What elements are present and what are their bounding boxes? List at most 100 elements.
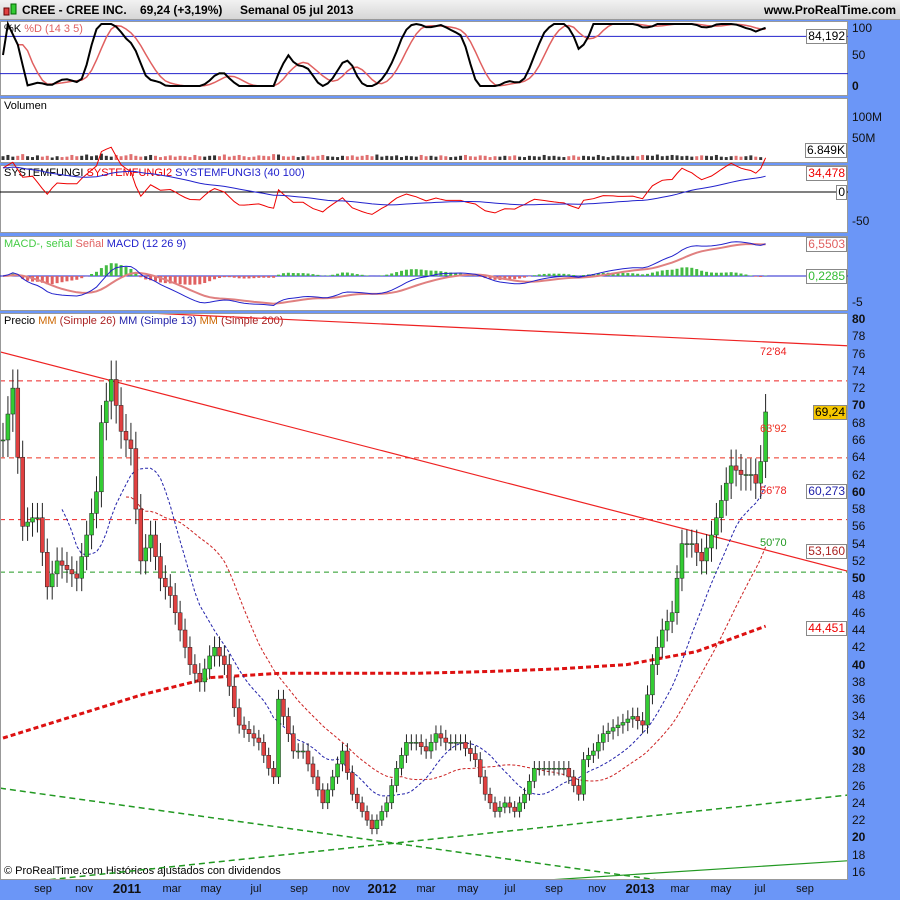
- candle-body: [655, 647, 660, 665]
- volume-bar: [11, 156, 15, 160]
- candle-body: [35, 517, 40, 519]
- candle-body: [625, 718, 631, 723]
- candle-body: [394, 768, 399, 786]
- candle-body: [748, 474, 754, 476]
- candle-body: [438, 733, 444, 739]
- macd-histogram-bar: [424, 270, 428, 276]
- macd-histogram-bar: [409, 269, 413, 276]
- macd-histogram-bar: [316, 274, 320, 276]
- candle-body: [384, 802, 390, 812]
- macd-histogram-bar: [646, 273, 650, 276]
- volume-panel[interactable]: Volumen: [0, 98, 848, 163]
- macd-histogram-bar: [336, 273, 340, 276]
- candle-body: [20, 456, 25, 527]
- price-tick: 34: [852, 709, 866, 724]
- macd-histogram-bar: [636, 273, 640, 276]
- macd-last-tag: 6,5503: [806, 237, 847, 252]
- macd-histogram-bar: [350, 273, 354, 276]
- candle-body: [5, 413, 11, 441]
- macd-hist-tag: 0,2285: [806, 269, 847, 284]
- candle-body: [315, 776, 321, 791]
- macd-legend: MACD-, señal Señal MACD (12 26 9): [4, 238, 187, 250]
- macd-histogram-bar: [754, 276, 758, 277]
- candle-body: [487, 793, 493, 804]
- volume-bar: [660, 156, 664, 160]
- volume-bar: [424, 156, 428, 160]
- macd-histogram-bar: [547, 273, 551, 276]
- candle-body: [556, 768, 562, 770]
- candle-body: [586, 755, 591, 760]
- candle-body: [399, 755, 404, 769]
- volume-bar: [35, 155, 39, 160]
- macd-histogram-bar: [503, 276, 507, 280]
- volume-bar: [650, 155, 654, 160]
- macd-histogram-bar: [331, 274, 335, 276]
- candle-body: [664, 621, 670, 631]
- macd-histogram-bar: [217, 276, 221, 279]
- macd-histogram-bar: [21, 276, 25, 279]
- macd-histogram-bar: [675, 268, 679, 276]
- ma200-line: [2, 624, 767, 740]
- volume-bar: [134, 155, 138, 160]
- candle-body: [128, 439, 134, 449]
- stochastic-panel[interactable]: %K %D (14 3 5): [0, 21, 848, 96]
- price-legend: Precio MM (Simple 26) MM (Simple 13) MM …: [4, 315, 284, 327]
- systemfungi-panel[interactable]: SYSTEMFUNGI SYSTEMFUNGI2 SYSTEMFUNGI3 (4…: [0, 165, 848, 233]
- volume-bar: [262, 155, 266, 160]
- macd-line: [2, 241, 766, 307]
- macd-histogram-bar: [340, 272, 344, 276]
- candle-body: [561, 768, 567, 770]
- volume-bar: [419, 154, 423, 160]
- candle-body: [605, 730, 611, 734]
- macd-histogram-bar: [247, 276, 251, 279]
- candle-body: [108, 379, 114, 402]
- candle-body: [94, 491, 99, 514]
- volume-bar: [734, 155, 738, 160]
- volume-bar: [316, 155, 320, 160]
- candle-body: [89, 513, 94, 536]
- candle-body: [374, 819, 380, 830]
- candle-body: [409, 742, 414, 744]
- volume-bar: [646, 155, 650, 160]
- candle-body: [596, 742, 601, 752]
- candle-body: [123, 431, 129, 441]
- candle-body: [660, 629, 665, 648]
- macd-histogram-bar: [518, 276, 522, 279]
- level-label: 63'92: [760, 422, 787, 435]
- volume-bar: [675, 155, 679, 160]
- candle-body: [635, 716, 640, 722]
- macd-histogram-bar: [660, 270, 664, 276]
- period-date: Semanal 05 jul 2013: [240, 3, 354, 17]
- volume-bar: [454, 156, 458, 160]
- volume-tick: 100M: [852, 110, 883, 124]
- macd-histogram-bar: [242, 276, 246, 279]
- volume-bar: [523, 157, 527, 160]
- macd-histogram-bar: [759, 276, 763, 277]
- candle-body: [650, 664, 655, 696]
- candle-body: [723, 482, 729, 501]
- macd-histogram-bar: [729, 272, 733, 276]
- candle-body: [473, 753, 478, 760]
- volume-bar: [385, 155, 389, 160]
- candle-body: [448, 742, 453, 744]
- macd-histogram-bar: [104, 265, 108, 276]
- price-tick: 60: [852, 484, 866, 499]
- chart-header: CREE - CREE INC. 69,24 (+3,19%) Semanal …: [0, 0, 900, 20]
- candle-body: [300, 750, 306, 753]
- volume-bar: [749, 155, 753, 160]
- macd-histogram-bar: [188, 276, 192, 285]
- candle-body: [118, 405, 124, 432]
- volume-bar: [754, 156, 758, 160]
- candle-body: [330, 776, 335, 791]
- macd-histogram-bar: [345, 272, 349, 276]
- candle-body: [709, 534, 714, 549]
- candle-body: [340, 750, 345, 765]
- last-price-tag: 69,24: [812, 405, 847, 420]
- x-axis-label: mar: [162, 883, 182, 895]
- volume-bar: [144, 156, 148, 160]
- volume-bar: [439, 155, 443, 160]
- candle-body: [236, 707, 242, 726]
- macd-histogram-bar: [641, 274, 645, 276]
- macd-histogram-bar: [114, 263, 118, 276]
- candle-body: [674, 577, 680, 614]
